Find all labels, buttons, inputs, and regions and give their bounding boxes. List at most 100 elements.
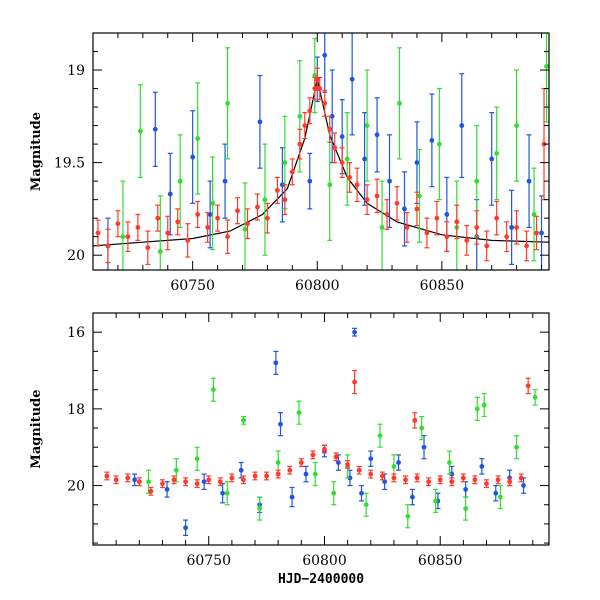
data-point — [195, 212, 201, 217]
data-point — [484, 243, 490, 249]
data-point — [474, 225, 480, 230]
data-point — [210, 200, 216, 206]
x-axis-label: HJD−2400000 — [278, 572, 364, 587]
data-point — [444, 212, 450, 217]
data-point — [414, 475, 420, 481]
data-point — [171, 477, 177, 483]
data-point — [201, 479, 207, 485]
x-tick-label: 60850 — [418, 553, 463, 569]
data-point — [414, 206, 420, 212]
data-point — [312, 86, 318, 91]
data-point — [335, 460, 341, 465]
axes-frame — [92, 32, 550, 271]
data-point — [105, 243, 111, 249]
data-point — [344, 156, 350, 162]
data-point — [494, 215, 500, 221]
data-point — [404, 225, 410, 230]
y-tick-label: 18 — [67, 402, 85, 418]
data-point — [225, 100, 230, 106]
data-point — [421, 444, 427, 450]
axes-frame — [92, 312, 550, 546]
data-point — [327, 126, 333, 132]
data-point — [514, 444, 519, 450]
data-point — [273, 360, 279, 366]
data-point — [518, 475, 524, 481]
data-point — [377, 433, 383, 439]
data-point — [222, 178, 228, 184]
data-point — [312, 73, 318, 78]
data-point — [217, 479, 223, 485]
data-point — [352, 379, 357, 385]
data-point — [459, 123, 465, 128]
data-point — [241, 477, 246, 483]
data-point — [405, 513, 411, 519]
data-point — [160, 481, 165, 487]
data-point — [307, 108, 313, 114]
data-point — [433, 498, 438, 504]
y-tick-label: 19.5 — [54, 156, 85, 172]
data-point — [252, 473, 258, 479]
data-point — [364, 123, 370, 128]
data-point — [368, 471, 374, 477]
data-point — [275, 471, 281, 477]
data-point — [115, 221, 121, 227]
data-point — [429, 137, 435, 143]
data-point — [356, 467, 362, 473]
data-point — [474, 178, 480, 184]
data-point — [426, 479, 432, 485]
y-tick-label: 20 — [67, 248, 85, 264]
series-red — [95, 67, 547, 266]
data-point — [531, 212, 537, 217]
data-point — [479, 463, 485, 469]
data-point — [194, 481, 200, 487]
data-point — [145, 245, 151, 251]
data-point — [164, 486, 170, 492]
data-point — [484, 481, 489, 487]
data-point — [167, 191, 173, 197]
data-point — [424, 230, 430, 236]
data-point — [402, 206, 407, 212]
data-point — [521, 483, 526, 488]
data-point — [195, 136, 201, 141]
data-point — [504, 234, 510, 240]
data-point — [215, 215, 220, 221]
data-point — [120, 234, 126, 240]
data-point — [464, 237, 470, 243]
series-blue — [132, 327, 527, 537]
data-point — [384, 212, 390, 217]
data-point — [397, 100, 402, 106]
data-point — [494, 150, 500, 156]
data-point — [282, 160, 288, 166]
data-point — [497, 494, 503, 500]
data-point — [474, 406, 480, 412]
data-point — [225, 234, 230, 240]
data-point — [493, 490, 499, 496]
data-point — [148, 488, 154, 494]
x-tick-label: 60850 — [420, 278, 465, 294]
data-point — [220, 490, 226, 496]
data-point — [190, 154, 196, 160]
data-point — [314, 76, 320, 82]
data-point — [104, 473, 110, 479]
data-point — [403, 477, 408, 483]
x-tick-label: 60750 — [186, 553, 231, 569]
data-point — [312, 471, 318, 477]
data-point — [364, 197, 370, 203]
data-point — [278, 421, 283, 427]
data-point — [264, 473, 270, 479]
data-point — [310, 452, 316, 458]
data-point — [460, 475, 466, 481]
data-point — [194, 456, 200, 462]
data-point — [391, 475, 397, 481]
data-point — [297, 141, 303, 147]
data-point — [509, 225, 515, 230]
data-point — [347, 175, 353, 180]
data-point — [349, 76, 355, 82]
y-tick-label: 19 — [67, 63, 85, 79]
series-blue — [105, 33, 545, 270]
data-point — [132, 477, 138, 483]
data-point — [507, 479, 513, 485]
data-point — [412, 417, 418, 423]
data-point — [339, 160, 345, 166]
